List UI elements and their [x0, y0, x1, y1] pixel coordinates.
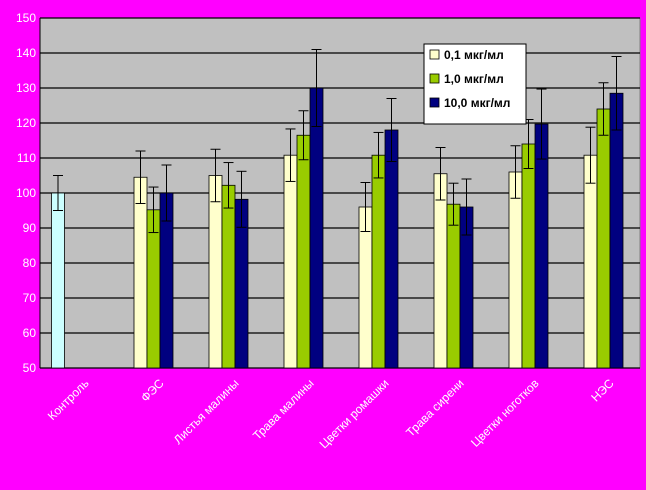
- x-tick-label: Листья малины: [171, 376, 242, 447]
- bar: [446, 203, 461, 369]
- legend-label: 0,1 мкг/мл: [444, 48, 504, 62]
- y-tick-label: 100: [16, 186, 36, 200]
- bar: [534, 123, 549, 369]
- x-tick-label: Цветки ноготков: [468, 376, 541, 449]
- y-tick-label: 60: [23, 326, 37, 340]
- x-tick-label: Цветки ромашки: [317, 376, 392, 451]
- bar: [133, 176, 148, 369]
- y-tick-label: 70: [23, 291, 37, 305]
- x-tick-label: Трава малины: [250, 376, 317, 443]
- y-tick-label: 120: [16, 116, 36, 130]
- bar: [508, 171, 523, 369]
- bar: [521, 143, 536, 369]
- bar: [596, 108, 611, 369]
- bar: [384, 129, 399, 369]
- bar: [283, 154, 298, 369]
- bar: [146, 209, 161, 369]
- y-tick-label: 50: [23, 361, 37, 375]
- y-tick-label: 140: [16, 46, 36, 60]
- legend-label: 10,0 мкг/мл: [444, 96, 510, 110]
- y-axis-ticks: 50 60 70 80 90 100 110 120 130 140 150: [16, 11, 36, 375]
- bar: [609, 92, 624, 369]
- legend-swatch: [429, 73, 440, 84]
- legend-swatch: [429, 97, 440, 108]
- y-tick-label: 80: [23, 256, 37, 270]
- legend-label: 1,0 мкг/мл: [444, 72, 504, 86]
- legend: 0,1 мкг/мл 1,0 мкг/мл 10,0 мкг/мл: [423, 43, 527, 125]
- bar: [433, 173, 448, 369]
- bar: [51, 192, 65, 369]
- bar: [296, 134, 311, 369]
- x-tick-label: НЭС: [588, 376, 616, 404]
- x-axis-labels: Контроль ФЭС Листья малины Трава малины Цвет…: [45, 376, 617, 451]
- bar: [309, 87, 324, 369]
- bars: [51, 87, 624, 369]
- bar: [208, 175, 223, 369]
- x-tick-label: Трава сирени: [403, 376, 466, 439]
- legend-swatch: [429, 49, 440, 60]
- y-tick-label: 90: [23, 221, 37, 235]
- x-tick-label: ФЭС: [138, 376, 167, 405]
- bar: [583, 154, 598, 369]
- y-tick-label: 130: [16, 81, 36, 95]
- bar: [221, 184, 236, 369]
- y-tick-label: 110: [17, 151, 36, 165]
- error-bars: [53, 49, 622, 236]
- bar: [371, 154, 386, 369]
- x-tick-label: Контроль: [45, 376, 92, 423]
- legend-box: [423, 43, 527, 125]
- y-tick-label: 150: [16, 11, 36, 25]
